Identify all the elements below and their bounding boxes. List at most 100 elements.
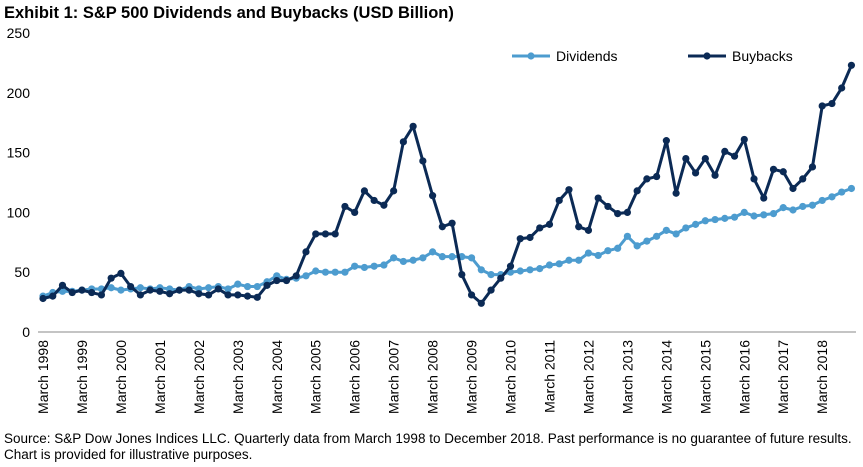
point — [214, 285, 222, 293]
point — [633, 187, 641, 195]
point — [653, 172, 661, 181]
legend-label: Dividends — [556, 48, 617, 64]
point — [156, 287, 164, 295]
point — [623, 208, 632, 216]
point — [127, 282, 135, 291]
point — [555, 196, 563, 205]
point — [604, 202, 612, 211]
point — [799, 202, 807, 211]
point — [448, 253, 456, 261]
point — [448, 219, 456, 227]
point — [643, 175, 651, 183]
point — [487, 286, 495, 294]
point — [711, 215, 719, 224]
point — [399, 257, 407, 266]
point — [711, 171, 719, 179]
point — [360, 187, 369, 195]
point — [584, 226, 593, 234]
point — [204, 291, 213, 299]
x-tick-label: March 2014 — [658, 340, 674, 414]
point — [331, 268, 339, 276]
x-tick-label: March 2018 — [814, 340, 830, 414]
point — [185, 286, 193, 294]
footnote: Source: S&P Dow Jones Indices LLC. Quart… — [4, 431, 852, 462]
x-tick-label: March 2007 — [386, 340, 402, 414]
point — [409, 256, 417, 264]
x-tick-label: March 2006 — [347, 340, 363, 414]
point — [721, 147, 729, 156]
point — [769, 165, 778, 173]
point — [594, 194, 602, 202]
point — [779, 204, 787, 212]
point — [243, 292, 252, 300]
x-tick-label: March 2017 — [775, 340, 791, 414]
point — [497, 274, 505, 282]
point — [58, 281, 67, 289]
point — [682, 154, 690, 163]
point — [536, 224, 544, 232]
x-tick-label: March 2003 — [230, 340, 246, 414]
point — [321, 268, 330, 276]
point — [536, 265, 544, 273]
point — [818, 196, 826, 205]
point — [643, 237, 651, 245]
point — [438, 253, 446, 261]
point — [691, 220, 700, 228]
point — [253, 282, 261, 291]
chart: Exhibit 1: S&P 500 Dividends and Buyback… — [4, 4, 856, 414]
point — [88, 288, 96, 297]
point — [97, 291, 106, 299]
point — [409, 122, 417, 130]
point — [847, 61, 856, 69]
point — [769, 209, 778, 218]
point — [419, 157, 427, 165]
point — [107, 284, 115, 292]
point — [838, 84, 846, 92]
x-tick-label: March 2002 — [191, 340, 207, 414]
x-tick-label: March 2000 — [113, 340, 129, 414]
point — [467, 291, 476, 299]
point — [282, 276, 291, 285]
point — [399, 138, 407, 146]
point — [331, 230, 339, 238]
point — [467, 254, 476, 262]
point — [273, 276, 281, 285]
point — [730, 152, 739, 160]
point — [175, 286, 183, 294]
x-tick-label: March 2011 — [541, 340, 557, 413]
point — [419, 254, 427, 262]
point — [370, 262, 378, 270]
point — [166, 290, 174, 298]
point — [838, 188, 846, 196]
point — [789, 206, 797, 214]
x-tick-label: March 2016 — [736, 340, 752, 414]
x-tick-label: March 2013 — [619, 340, 635, 414]
point — [750, 212, 758, 220]
point — [672, 189, 680, 197]
point — [740, 135, 748, 144]
point — [224, 291, 232, 299]
point — [760, 194, 768, 202]
point — [516, 267, 524, 275]
point — [263, 281, 271, 289]
y-tick-label: 0 — [22, 324, 30, 340]
x-tick-label: March 2012 — [580, 340, 596, 414]
point — [516, 235, 524, 243]
point — [380, 201, 388, 209]
point — [253, 293, 261, 301]
point — [691, 169, 700, 177]
point — [302, 272, 310, 280]
point — [594, 251, 602, 260]
point — [380, 261, 388, 269]
point — [701, 217, 709, 225]
point — [136, 284, 144, 292]
point — [662, 137, 670, 145]
point — [292, 272, 300, 280]
series-line — [42, 64, 853, 305]
point — [224, 285, 232, 293]
point — [78, 286, 86, 294]
legend-marker — [527, 52, 535, 60]
legend-marker — [703, 52, 711, 60]
y-tick-label: 250 — [7, 25, 31, 41]
x-tick-label: March 2009 — [464, 340, 480, 414]
